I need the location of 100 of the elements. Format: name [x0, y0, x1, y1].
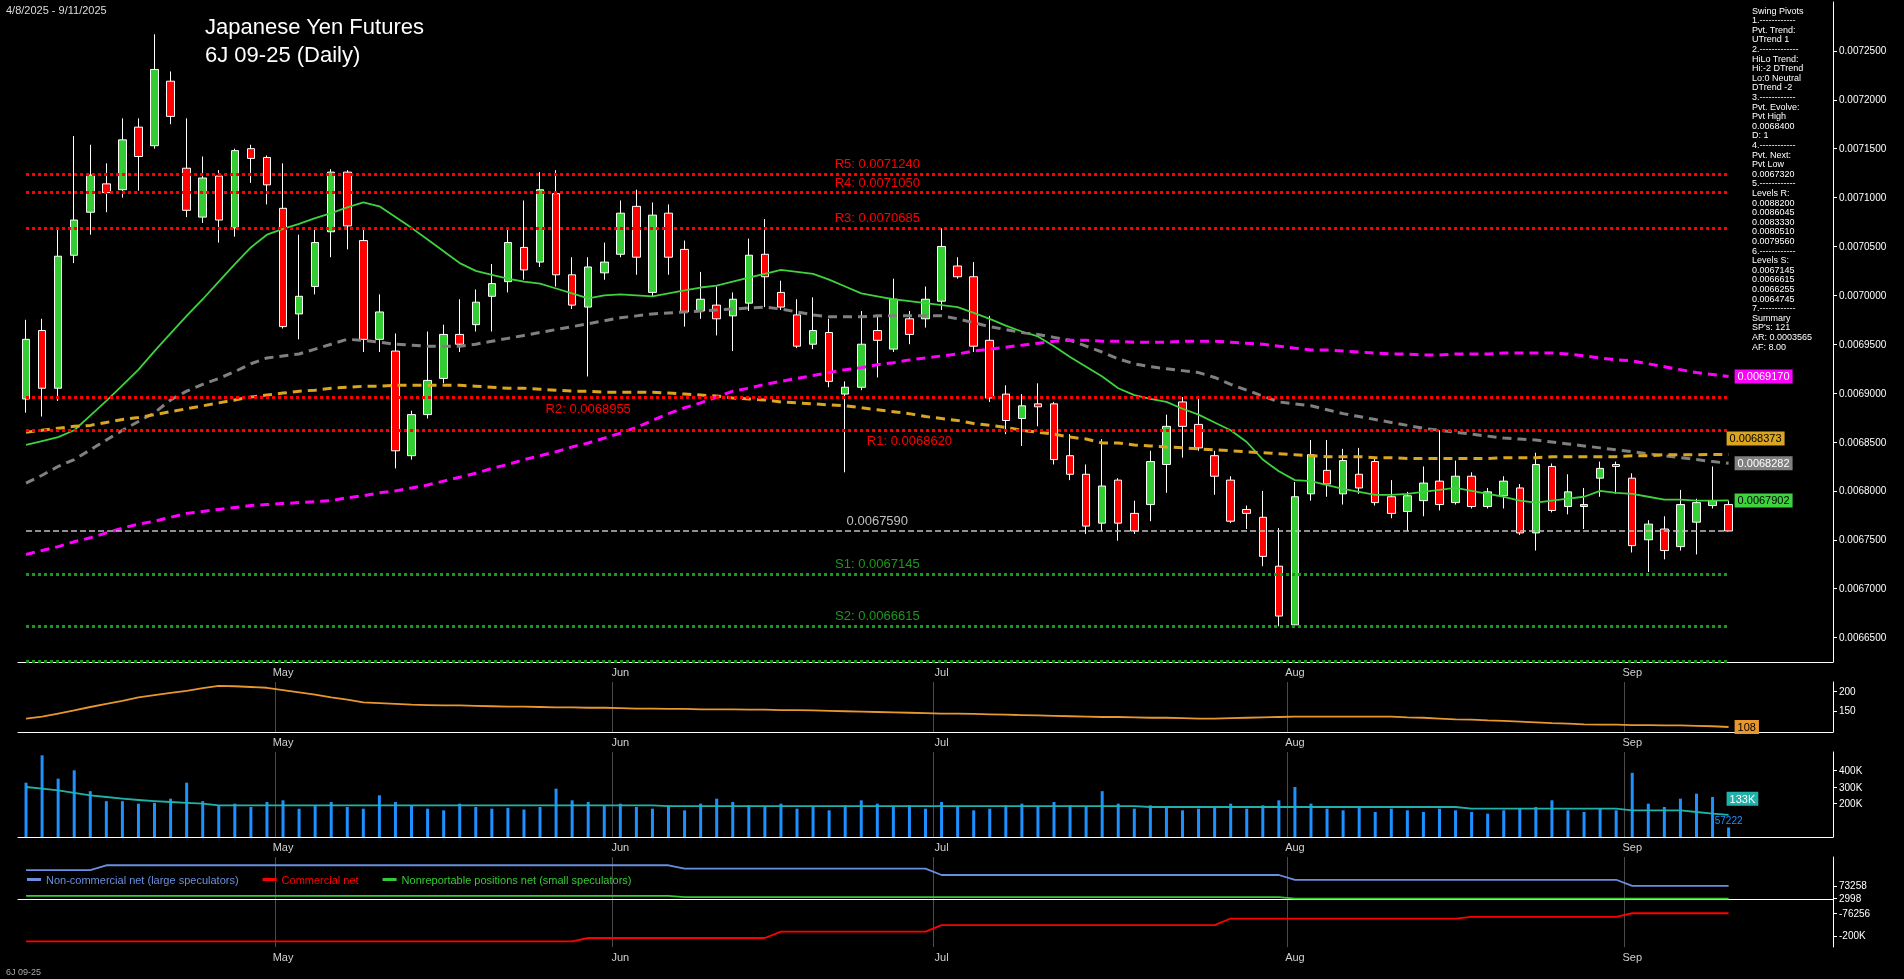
bar: [1132, 808, 1136, 837]
bar: [763, 807, 767, 837]
candlestick: [1548, 463, 1556, 513]
x-tick-label: Sep: [1622, 950, 1643, 963]
text: HiLo Trend:: [1752, 53, 1799, 64]
x-tick-label: Jul: [934, 950, 949, 963]
candlestick: [1082, 463, 1090, 535]
x-tick-label: Jun: [611, 950, 630, 963]
bar: [907, 805, 911, 837]
candlestick: [488, 263, 496, 333]
candlestick: [777, 280, 785, 311]
x-tick-label: May: [272, 665, 294, 678]
bar: [1325, 808, 1329, 837]
candlestick: [1259, 490, 1267, 567]
bar: [1694, 793, 1698, 837]
candlestick: [150, 33, 159, 150]
candlestick: [295, 234, 303, 340]
bar: [731, 802, 735, 837]
text: DTrend -2: [1752, 82, 1793, 93]
x-tick-label: Aug: [1285, 665, 1305, 678]
candlestick: [1242, 505, 1251, 530]
ref-line-label: R2: 0.0068955: [545, 400, 631, 416]
candlestick: [198, 155, 207, 224]
candlestick: [1226, 475, 1235, 524]
bar: [827, 810, 831, 837]
text: 4.------------: [1752, 139, 1796, 150]
text: Swing Pivots: [1752, 5, 1805, 16]
text: D: 1: [1752, 130, 1769, 141]
bar: [1470, 812, 1474, 837]
y-tick-label: 0.0068500: [1839, 436, 1887, 448]
candlestick: [1724, 500, 1733, 532]
x-tick-label: Jul: [934, 665, 949, 678]
bar: [120, 801, 124, 837]
candlestick: [1162, 414, 1171, 494]
text: Levels S:: [1752, 255, 1790, 266]
bar: [1454, 810, 1458, 837]
candlestick: [439, 324, 448, 384]
y-tick-label: 300K: [1839, 781, 1863, 793]
bar: [249, 807, 253, 837]
data-label: 108: [1737, 721, 1756, 733]
y-tick-label: 0.0069000: [1839, 387, 1887, 399]
text: Pvt High: [1752, 111, 1787, 122]
x-tick-label: Jul: [934, 840, 949, 853]
data-label: 0.0068282: [1737, 457, 1790, 470]
bar: [1261, 805, 1265, 837]
bar: [891, 807, 895, 837]
bar: [442, 810, 446, 837]
bar: [1711, 797, 1715, 837]
x-tick-label: Jun: [611, 665, 630, 678]
bar: [1293, 787, 1297, 837]
text: 3.------------: [1752, 91, 1796, 102]
bar: [506, 807, 510, 837]
candlestick: [1323, 439, 1331, 498]
x-tick-label: May: [272, 950, 294, 963]
candlestick: [793, 298, 801, 349]
bar: [1421, 812, 1425, 837]
bar: [715, 798, 719, 837]
bar: [795, 808, 799, 837]
candlestick: [1387, 479, 1396, 519]
ref-line-label: S2: 0.0066615: [835, 608, 920, 624]
x-tick-label: Aug: [1285, 840, 1305, 853]
candlestick: [231, 148, 239, 238]
bar: [72, 770, 76, 837]
candlestick: [1130, 500, 1139, 535]
x-tick-label: Jul: [934, 735, 949, 748]
bar: [522, 809, 526, 837]
candlestick: [375, 293, 384, 353]
candlestick: [1644, 519, 1653, 573]
text: 0.0066615: [1752, 274, 1795, 285]
x-tick-label: Aug: [1285, 735, 1305, 748]
text: 0.0083330: [1752, 216, 1795, 227]
line-series: [25, 864, 1730, 887]
x-tick-label: Sep: [1622, 840, 1643, 853]
bar: [1197, 808, 1201, 837]
candlestick: [118, 117, 127, 199]
ref-line-label: R5: 0.0071240: [834, 156, 920, 172]
bar: [634, 807, 638, 837]
bar: [683, 810, 687, 837]
text: SP's: 121: [1752, 322, 1791, 333]
candlestick: [1612, 461, 1620, 495]
bar: [924, 808, 927, 837]
data-label: 133K: [1729, 792, 1756, 805]
y-tick-label: -76256: [1839, 907, 1871, 919]
candlestick: [969, 261, 978, 353]
text: 0.0086045: [1752, 207, 1795, 218]
bar: [281, 800, 285, 837]
y-tick-label: 0.0072500: [1839, 45, 1887, 57]
bar: [410, 805, 414, 837]
text: 5.------------: [1752, 178, 1796, 189]
candlestick: [809, 296, 817, 350]
candlestick: [504, 227, 512, 293]
bar: [699, 803, 703, 837]
bar: [426, 808, 430, 837]
text: 0.0067320: [1752, 168, 1795, 179]
y-tick-label: 400K: [1839, 764, 1863, 776]
line-series: [25, 912, 1730, 943]
x-tick-label: May: [272, 735, 294, 748]
bar: [104, 801, 108, 837]
text: Summary: [1752, 312, 1791, 323]
bar: [779, 803, 783, 837]
